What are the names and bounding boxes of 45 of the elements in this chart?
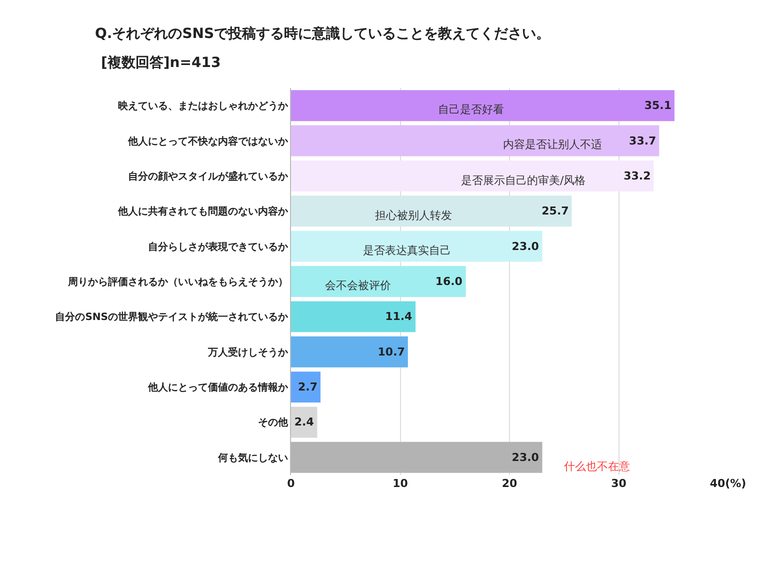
bar [291, 336, 408, 368]
annotation: 内容是否让别人不适 [503, 138, 602, 151]
x-tick-label: 20 [502, 477, 518, 490]
annotation: 是否展示自己的审美/风格 [461, 174, 586, 187]
bar [291, 125, 660, 156]
x-tick-label: 40(%) [710, 477, 746, 490]
bar [291, 90, 674, 122]
data-label: 35.1 [644, 99, 672, 112]
y-tick-label: 何も気にしない [217, 452, 288, 464]
y-tick-label: 自分のSNSの世界観やテイストが統一されているか [55, 311, 289, 324]
chart-title: Q.それぞれのSNSで投稿する時に意識していることを教えてください。 [95, 24, 550, 42]
bar [291, 230, 542, 262]
annotation: 担心被别人转发 [375, 209, 452, 222]
data-label: 16.0 [435, 275, 463, 288]
y-tick-label: 万人受けしそうか [207, 346, 289, 358]
data-label: 11.4 [385, 310, 413, 324]
annotation: 自己是否好看 [438, 103, 504, 116]
data-label: 23.0 [512, 240, 540, 253]
data-label: 23.0 [512, 450, 540, 464]
data-label: 2.7 [298, 380, 318, 394]
data-label: 33.2 [624, 169, 651, 182]
text: [複数回答]n=413 [101, 54, 221, 71]
bar [291, 266, 466, 297]
annotation: 是否表达真实自己 [363, 244, 451, 257]
data-label: 25.7 [542, 204, 569, 218]
y-tick-label: 他人に共有されても問題のない内容か [117, 206, 289, 218]
x-tick-label: 10 [392, 477, 408, 490]
annotation: 什么也不在意 [564, 460, 630, 473]
y-tick-label: 自分らしさが表現できているか [148, 240, 289, 253]
bar [291, 196, 572, 227]
bar [291, 372, 320, 403]
annotation: 会不会被评价 [325, 279, 391, 292]
x-tick-label: 0 [287, 477, 296, 490]
x-tick-label: 30 [611, 477, 627, 490]
y-tick-label: 他人にとって不快な内容ではないか [127, 135, 289, 148]
y-tick-label: 周りから評価されるか（いいねをもらえそうか） [67, 276, 288, 288]
bar [291, 301, 416, 332]
bar [291, 160, 654, 192]
y-tick-label: 自分の顔やスタイルが盛れているか [128, 170, 289, 182]
y-tick-label: 映えている、またはおしゃれかどうか [118, 100, 289, 112]
data-label: 10.7 [378, 345, 405, 358]
y-tick-label: その他 [258, 416, 289, 429]
data-label: 2.4 [294, 416, 314, 429]
data-label: 33.7 [629, 134, 656, 148]
y-tick-label: 他人にとって価値のある情報か [147, 382, 289, 394]
